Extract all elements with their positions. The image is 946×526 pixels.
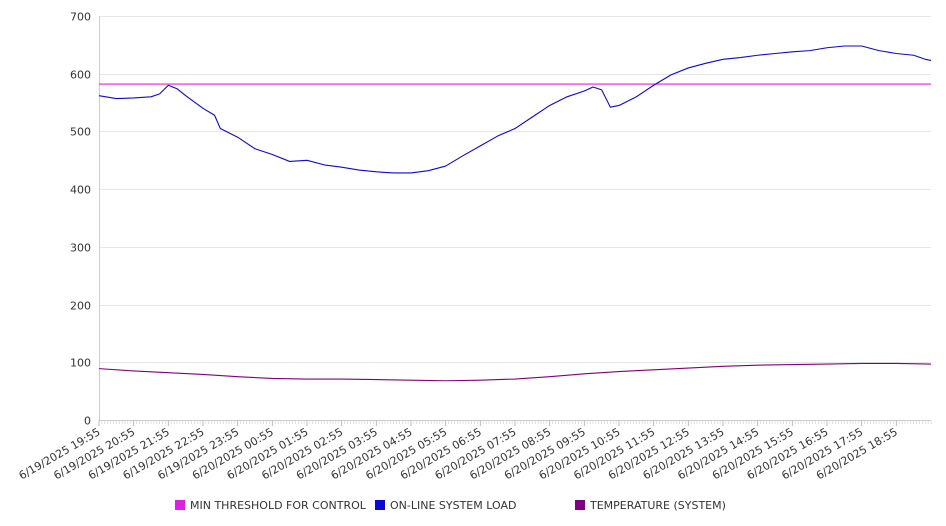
series-lines	[98, 45, 932, 382]
y-tick-label-300: 300	[70, 242, 91, 255]
y-tick-label-500: 500	[70, 126, 91, 139]
legend: MIN THRESHOLD FOR CONTROL ON-LINE SYSTEM…	[0, 497, 946, 515]
y-tick-label-0: 0	[84, 415, 91, 428]
legend-label-system-load: ON-LINE SYSTEM LOAD	[390, 498, 517, 512]
series-temperature-line	[98, 362, 932, 382]
series-system-load-line	[98, 45, 932, 174]
legend-item-system-load[interactable]: ON-LINE SYSTEM LOAD	[375, 497, 516, 513]
legend-item-min-threshold[interactable]: MIN THRESHOLD FOR CONTROL	[175, 497, 366, 513]
legend-swatch-system-load	[375, 500, 385, 510]
legend-swatch-min-threshold	[175, 500, 185, 510]
legend-item-temperature[interactable]: TEMPERATURE (SYSTEM)	[575, 497, 726, 513]
legend-label-min-threshold: MIN THRESHOLD FOR CONTROL	[190, 498, 366, 512]
y-tick-labels: 0 100 200 300 400 500 600 700	[70, 11, 91, 428]
line-chart: 0 100 200 300 400 500 600 700 6/19/2025 19:556/…	[17, 11, 932, 482]
y-tick-label-200: 200	[70, 300, 91, 313]
y-tick-label-600: 600	[70, 69, 91, 82]
y-tick-label-400: 400	[70, 184, 91, 197]
x-tick-labels: 6/19/2025 19:556/19/2025 20:556/19/2025 …	[17, 425, 900, 482]
y-tick-label-700: 700	[70, 11, 91, 24]
axes	[98, 16, 932, 426]
legend-label-temperature: TEMPERATURE (SYSTEM)	[590, 498, 726, 512]
legend-swatch-temperature	[575, 500, 585, 510]
y-tick-label-100: 100	[70, 357, 91, 370]
grid-lines	[99, 16, 931, 363]
